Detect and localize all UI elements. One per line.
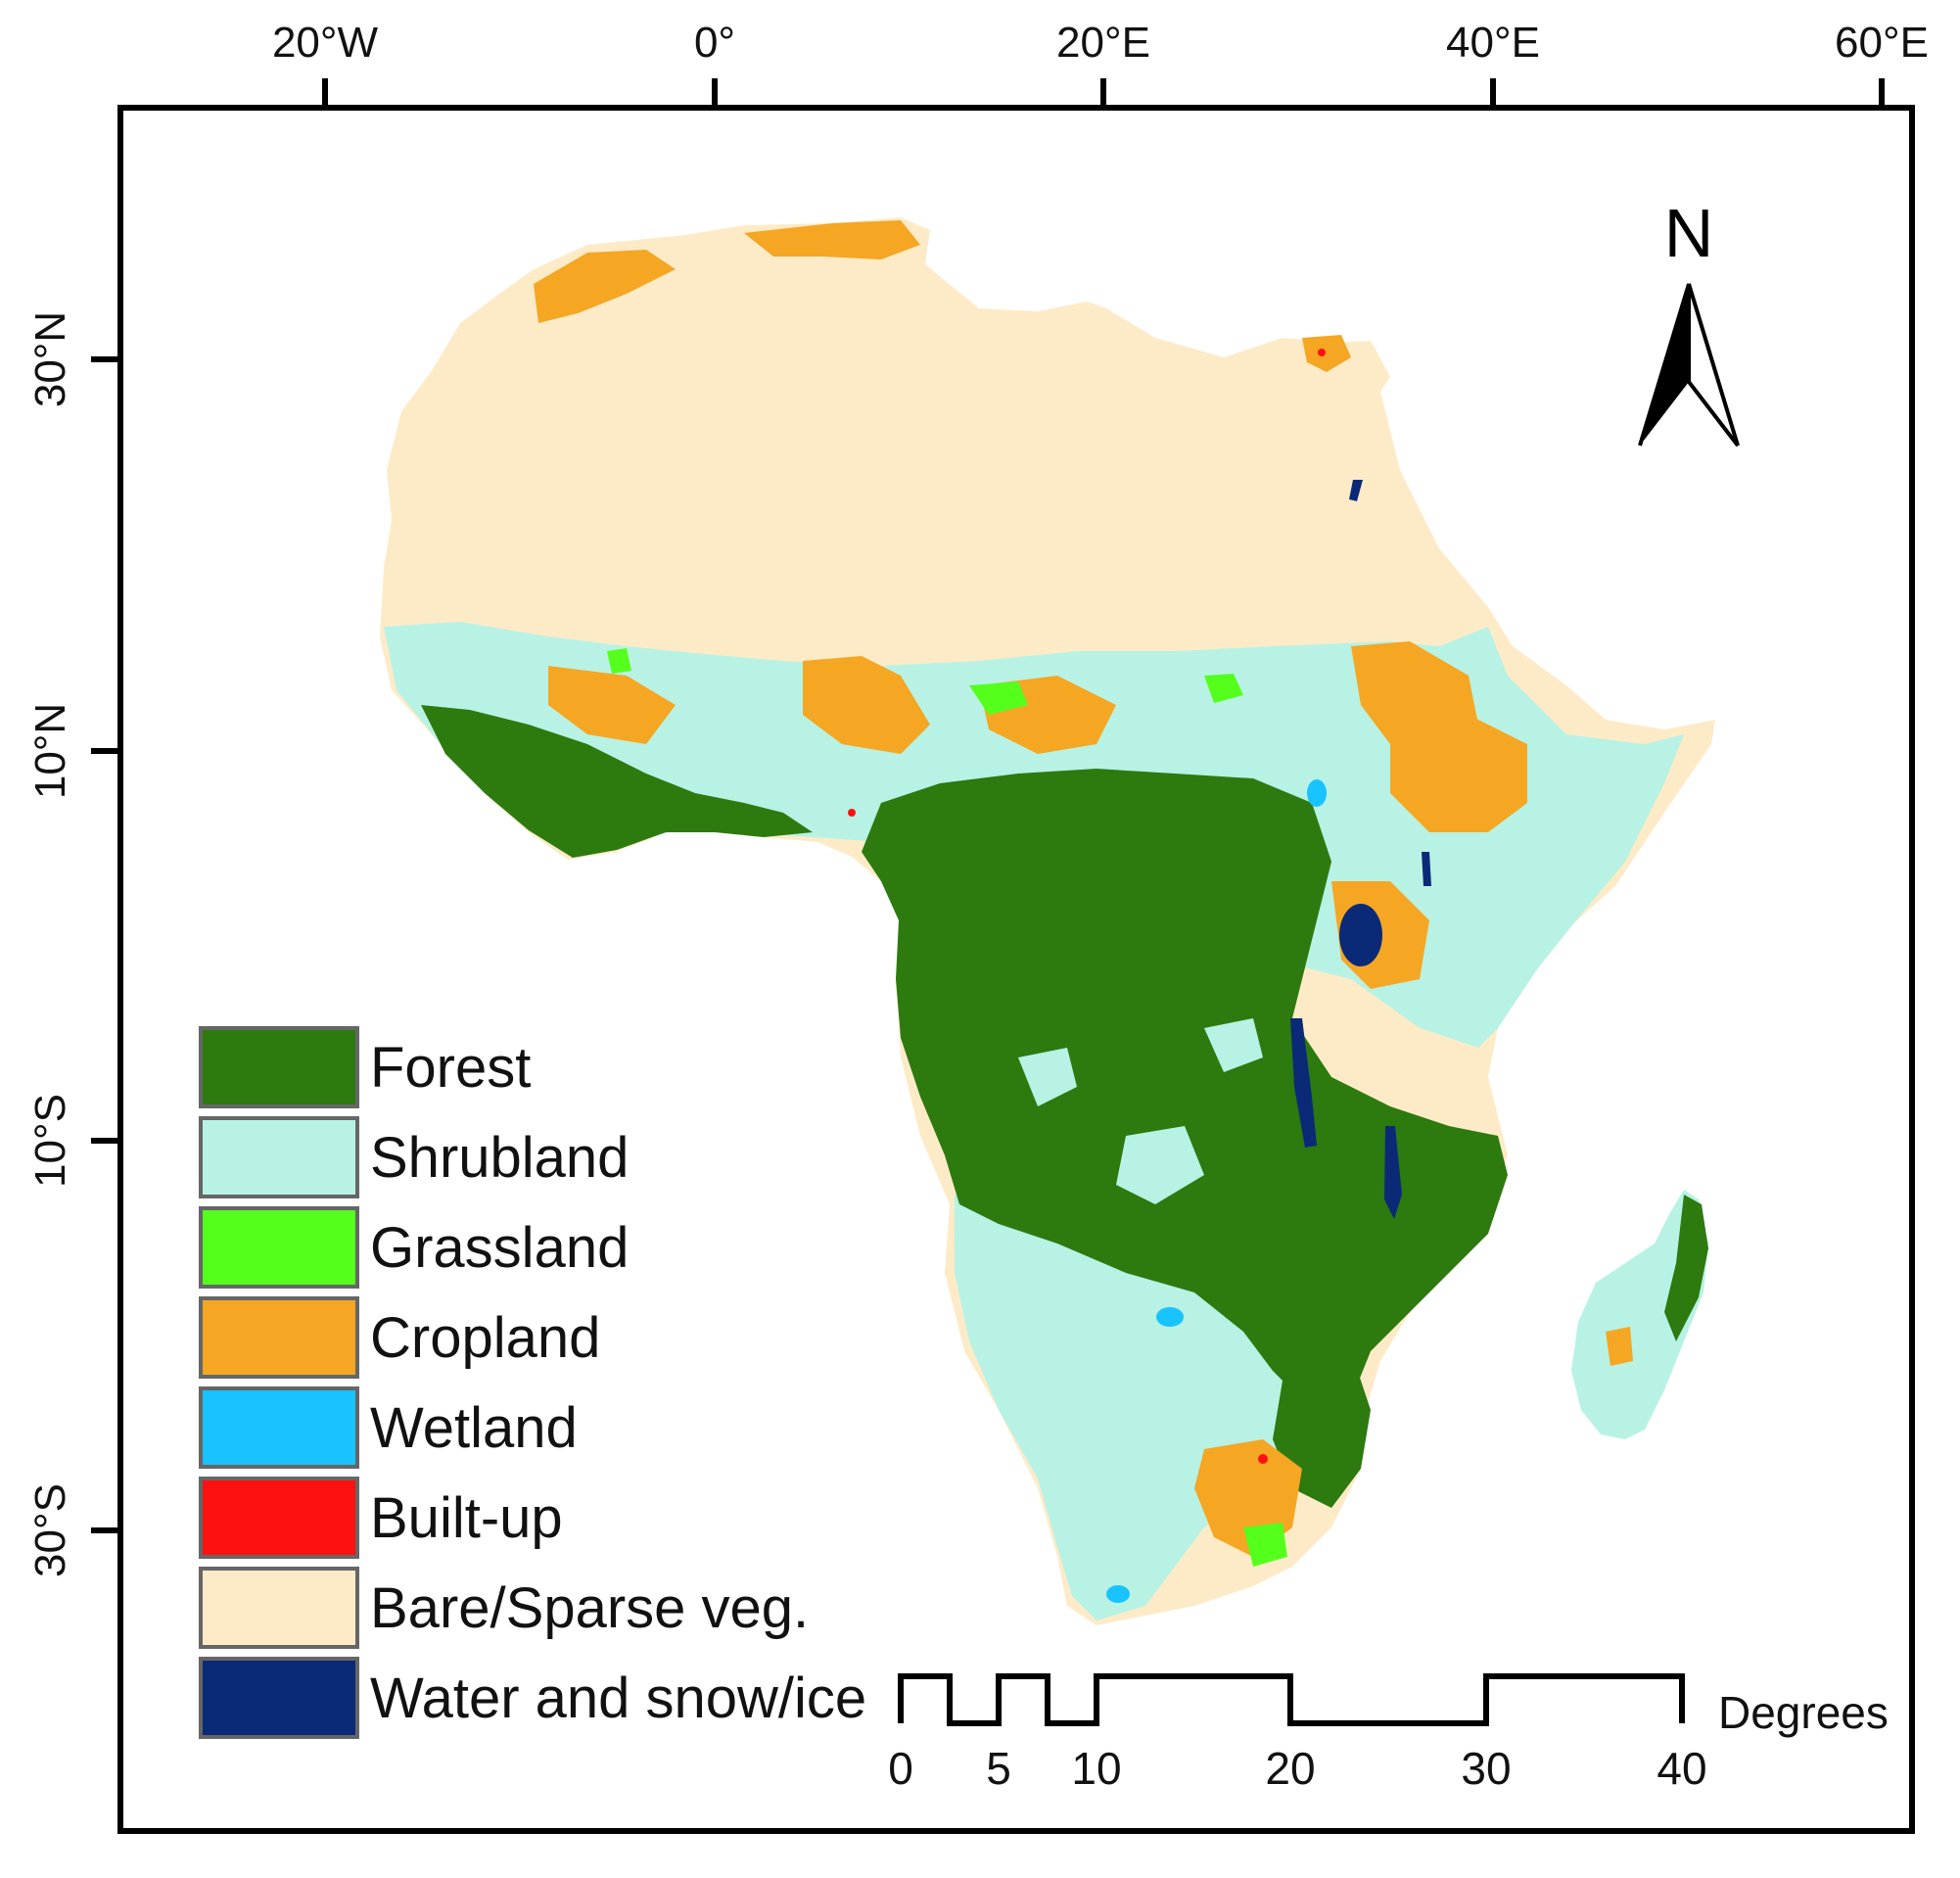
cape-wetland bbox=[1106, 1585, 1130, 1603]
madagascar-forest bbox=[1664, 1195, 1708, 1341]
legend: Forest Shrubland Grassland Cropland Wetl… bbox=[199, 1026, 866, 1739]
cropland-maghreb bbox=[534, 250, 676, 323]
scale-tick-label: 40 bbox=[1657, 1743, 1706, 1794]
okavango-wetland bbox=[1156, 1307, 1184, 1327]
cropland-tunisia bbox=[744, 220, 920, 259]
legend-label-built-up: Built-up bbox=[370, 1486, 563, 1550]
grassland-south-africa bbox=[1243, 1523, 1287, 1567]
grassland-patch-3 bbox=[607, 648, 631, 674]
forest-west-africa bbox=[421, 705, 813, 858]
shrubland-south bbox=[955, 1195, 1331, 1620]
madagascar bbox=[1571, 1190, 1708, 1439]
madagascar-cropland bbox=[1606, 1327, 1633, 1366]
top-tick-label: 20°W bbox=[272, 19, 379, 67]
grassland-patch bbox=[969, 681, 1028, 715]
left-tick-label: 30°N bbox=[26, 311, 74, 407]
legend-label-cropland: Cropland bbox=[370, 1306, 600, 1370]
grassland-patch-2 bbox=[1204, 674, 1243, 703]
scale-tick-label: 0 bbox=[888, 1743, 913, 1794]
cropland-ethiopia bbox=[1390, 715, 1527, 832]
scale-unit-label: Degrees bbox=[1718, 1687, 1889, 1738]
left-tick-label: 10°N bbox=[26, 703, 74, 799]
top-tick-label: 40°E bbox=[1446, 19, 1540, 67]
legend-swatch-shrubland bbox=[199, 1116, 359, 1198]
scale-tick-label: 10 bbox=[1071, 1743, 1121, 1794]
forest-congo bbox=[862, 769, 1508, 1410]
built-up-johannesburg bbox=[1258, 1454, 1268, 1464]
left-graticule bbox=[91, 356, 120, 1533]
north-arrow-right-half bbox=[1687, 283, 1740, 447]
lake-malawi bbox=[1384, 1126, 1402, 1219]
lake-turkana bbox=[1422, 852, 1431, 886]
built-up-lagos bbox=[848, 809, 856, 817]
top-graticule bbox=[322, 78, 1885, 108]
scale-bar-line bbox=[898, 1673, 1685, 1726]
north-arrow-label: N bbox=[1664, 195, 1714, 271]
forest-southeast bbox=[1273, 1322, 1371, 1508]
lake-nasser bbox=[1349, 480, 1363, 501]
north-arrow-outline bbox=[1638, 283, 1691, 446]
left-tick-label: 10°S bbox=[26, 1094, 74, 1188]
legend-swatch-built-up bbox=[199, 1477, 359, 1559]
legend-swatch-forest bbox=[199, 1026, 359, 1108]
legend-label-water-snow-ice: Water and snow/ice bbox=[370, 1667, 866, 1730]
left-tick-label: 30°S bbox=[26, 1483, 74, 1577]
shrubland-patch bbox=[1116, 1126, 1204, 1204]
scale-tick-label: 20 bbox=[1265, 1743, 1315, 1794]
legend-swatch-water-snow-ice bbox=[199, 1657, 359, 1739]
sudd-wetland bbox=[1307, 779, 1327, 807]
cropland-nile-delta bbox=[1302, 335, 1351, 372]
shrubland-patch bbox=[1204, 1018, 1263, 1072]
cropland-sahel bbox=[803, 656, 930, 754]
legend-swatch-bare-sparse bbox=[199, 1567, 359, 1649]
legend-label-grassland: Grassland bbox=[370, 1216, 629, 1280]
scale-bar: 0 5 10 20 30 40 Degrees bbox=[888, 1673, 1889, 1794]
shrubland-patch bbox=[1018, 1048, 1077, 1106]
africa-land-cover bbox=[380, 217, 1715, 1625]
legend-swatch-cropland bbox=[199, 1296, 359, 1379]
top-tick-label: 60°E bbox=[1835, 19, 1929, 67]
legend-label-forest: Forest bbox=[370, 1036, 531, 1100]
top-tick-label: 0° bbox=[694, 19, 735, 67]
legend-label-wetland: Wetland bbox=[370, 1396, 578, 1460]
legend-swatch-grassland bbox=[199, 1206, 359, 1289]
built-up-cairo bbox=[1318, 349, 1326, 356]
scale-tick-label: 30 bbox=[1461, 1743, 1511, 1794]
legend-swatch-wetland bbox=[199, 1386, 359, 1469]
top-tick-label: 20°E bbox=[1056, 19, 1150, 67]
lake-victoria bbox=[1339, 904, 1382, 966]
legend-label-bare-sparse: Bare/Sparse veg. bbox=[370, 1576, 809, 1640]
lake-tanganyika bbox=[1290, 1018, 1317, 1148]
legend-label-shrubland: Shrubland bbox=[370, 1126, 629, 1190]
scale-tick-label: 5 bbox=[986, 1743, 1011, 1794]
cropland-west bbox=[548, 666, 676, 744]
north-arrow: N bbox=[1638, 195, 1740, 447]
